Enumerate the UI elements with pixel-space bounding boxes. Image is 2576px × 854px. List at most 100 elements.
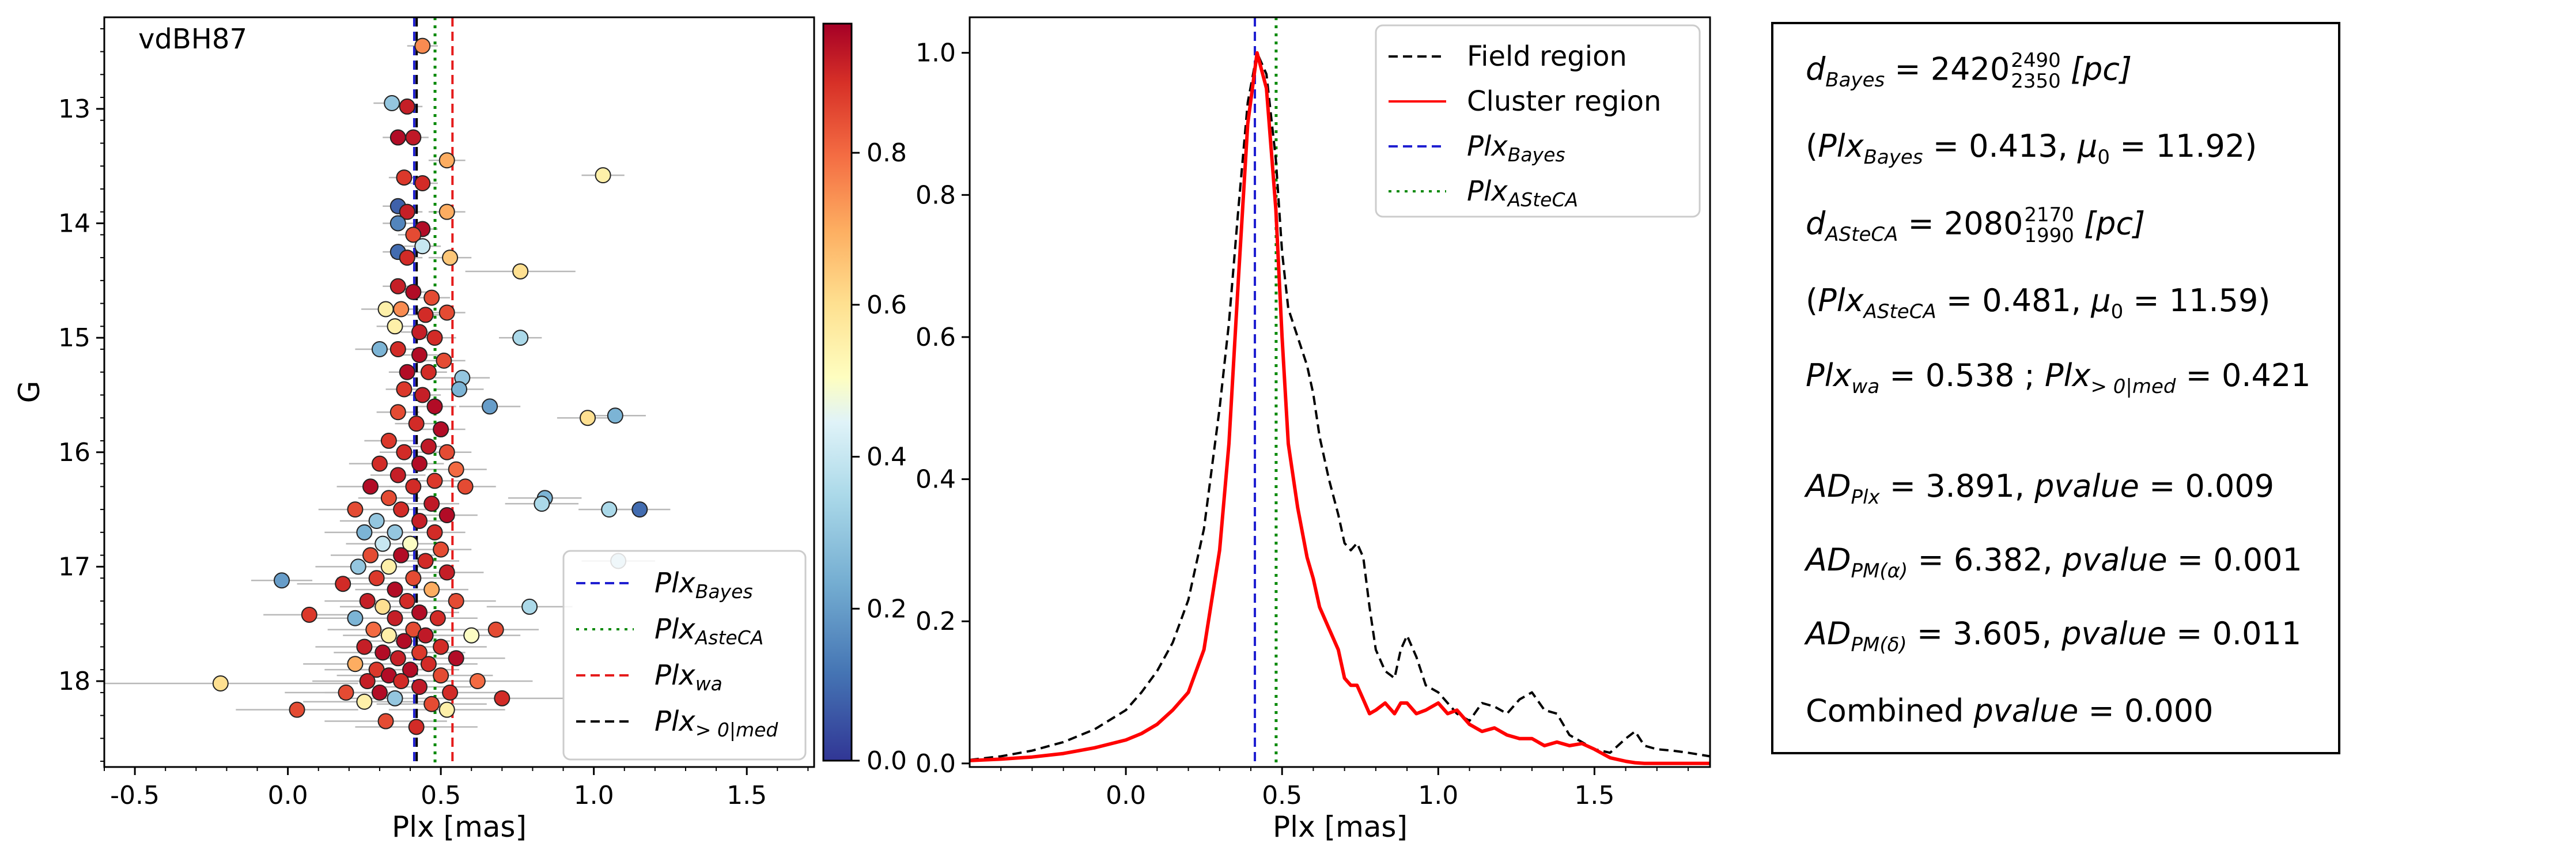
plx-sub: ASteCA xyxy=(1863,300,1936,323)
scatter-point-95 xyxy=(301,606,317,623)
ad-plx-line: ADPlx = 3.891, pvalue = 0.009 xyxy=(1806,468,2275,509)
scatter-point-29 xyxy=(426,330,443,346)
plx-asteca-value: 0.481 xyxy=(1982,282,2071,319)
d-asteca-errors: 2170 1990 xyxy=(2024,205,2074,246)
scatter-point-39 xyxy=(396,381,413,398)
x-tick-label: 0.5 xyxy=(421,781,461,810)
scatter-point-82 xyxy=(380,558,397,575)
cmd-scatter-panel: -0.5 0.0 0.5 1.0 1.5 13 14 15 16 17 18 vdBH87 Plx … xyxy=(13,16,815,844)
scatter-point-59 xyxy=(457,478,474,495)
ad-pm-delta-sub: PM(δ) xyxy=(1851,633,1907,656)
scatter-point-102 xyxy=(380,627,397,644)
mid-axis-ticks: 0.0 0.5 1.0 1.5 0.0 0.2 0.4 0.6 0.8 1.0 xyxy=(916,39,1689,810)
mid-y-tick-label: 0.6 xyxy=(916,323,956,352)
scatter-point-106 xyxy=(487,621,504,638)
scatter-point-23 xyxy=(377,301,394,318)
ad-pm-delta-line: ADPM(δ) = 3.605, pvalue = 0.011 xyxy=(1806,615,2302,656)
scatter-point-54 xyxy=(448,461,464,478)
scatter-point-41 xyxy=(426,398,443,415)
scatter-point-118 xyxy=(433,667,449,684)
scatter-point-108 xyxy=(433,638,449,655)
scatter-point-84 xyxy=(368,570,385,587)
scatter-point-119 xyxy=(359,673,376,690)
plx-med-symbol: Plx xyxy=(2044,357,2091,394)
scatter-point-113 xyxy=(347,656,364,672)
scatter-point-19 xyxy=(512,263,529,279)
scatter-point-76 xyxy=(433,541,449,558)
scatter-point-120 xyxy=(393,673,410,690)
scatter-point-105 xyxy=(396,633,413,649)
scatter-point-50 xyxy=(396,444,413,460)
mu-symbol: μ xyxy=(2078,128,2098,164)
scatter-point-52 xyxy=(371,455,388,472)
scatter-point-8 xyxy=(414,175,431,192)
scatter-point-90 xyxy=(359,592,376,609)
scatter-point-63 xyxy=(534,496,550,512)
scatter-point-97 xyxy=(387,610,403,626)
ad-pm-delta-value: 3.605 xyxy=(1953,615,2042,652)
scatter-point-132 xyxy=(438,701,455,718)
scatter-point-126 xyxy=(338,684,354,701)
scatter-point-48 xyxy=(380,432,397,449)
plx-symbol: Plx xyxy=(1818,128,1864,164)
scatter-point-116 xyxy=(402,662,419,678)
scatter-point-4 xyxy=(405,129,422,146)
d-bayes-upper: 2490 xyxy=(2011,49,2061,72)
scatter-point-57 xyxy=(362,478,379,495)
scatter-point-125 xyxy=(442,684,459,701)
mid-legend: Field region Cluster region PlxBayes PlxASt… xyxy=(1375,24,1701,218)
scatter-point-81 xyxy=(350,558,366,575)
d-bayes-lower: 2350 xyxy=(2011,69,2061,93)
scatter-points xyxy=(212,37,648,735)
scatter-point-65 xyxy=(393,501,410,518)
ad-plx-pvalue: 0.009 xyxy=(2185,468,2275,504)
d-asteca-value: 2080 xyxy=(1943,205,2023,242)
left-legend-1-label: PlxAsteCA xyxy=(655,613,763,649)
d-asteca-upper: 2170 xyxy=(2024,203,2074,226)
paren-close: ) xyxy=(2258,282,2271,319)
mid-y-tick-label: 0.8 xyxy=(916,180,956,210)
mid-legend-2-label: PlxBayes xyxy=(1467,130,1565,166)
mu-bayes-value: 11.92 xyxy=(2155,128,2245,164)
colorbar-gradient xyxy=(822,22,853,762)
kde-series-field-region xyxy=(969,51,1711,761)
d-bayes-line: dBayes = 2420 2490 2350 [pc] xyxy=(1806,49,2132,93)
paren-close: ) xyxy=(2245,128,2257,164)
scatter-point-100 xyxy=(365,621,382,638)
scatter-point-88 xyxy=(387,581,403,598)
ad-plx-value: 3.891 xyxy=(1926,468,2015,504)
x-tick-label: -0.5 xyxy=(110,781,160,810)
scatter-point-99 xyxy=(521,598,538,615)
colorbar-tick-label: 0.2 xyxy=(867,594,907,624)
ad-pm-delta-pvalue: 0.011 xyxy=(2212,615,2302,652)
scatter-point-15 xyxy=(414,238,431,255)
scatter-point-96 xyxy=(347,610,364,626)
left-plot-frame xyxy=(103,16,815,768)
left-legend: PlxBayes PlxAsteCA Plxwa Plx> 0|med xyxy=(562,550,807,761)
scatter-point-133 xyxy=(377,713,394,730)
scatter-point-64 xyxy=(347,501,364,518)
scatter-point-49 xyxy=(420,438,437,455)
scatter-point-30 xyxy=(512,330,529,346)
ad-plx-sub: Plx xyxy=(1851,485,1880,509)
pvalue-label: pvalue xyxy=(2062,542,2168,578)
d-asteca-lower: 1990 xyxy=(2024,224,2074,247)
d-bayes-value: 2420 xyxy=(1930,51,2010,88)
left-legend-box xyxy=(562,550,807,761)
mid-legend-0-label: Field region xyxy=(1467,40,1627,73)
scatter-point-92 xyxy=(448,592,464,609)
mid-legend-box xyxy=(1375,24,1701,218)
mu-sub: 0 xyxy=(2097,145,2110,169)
mid-y-tick-label: 0.0 xyxy=(916,749,956,779)
left-legend-2-label: Plxwa xyxy=(655,659,723,695)
plx-med-sub: > 0|med xyxy=(2090,375,2176,398)
plx-wa-med-line: Plxwa = 0.538 ; Plx> 0|med = 0.421 xyxy=(1806,357,2311,398)
mid-x-tick-label: 0.5 xyxy=(1262,781,1302,810)
mid-legend-3-label: PlxASteCA xyxy=(1467,175,1578,211)
d-asteca-symbol: d xyxy=(1806,205,1826,242)
scatter-point-31 xyxy=(371,341,388,358)
kde-lines xyxy=(969,51,1711,765)
scatter-point-5 xyxy=(438,152,455,169)
scatter-point-87 xyxy=(335,576,351,592)
scatter-point-104 xyxy=(463,627,480,644)
